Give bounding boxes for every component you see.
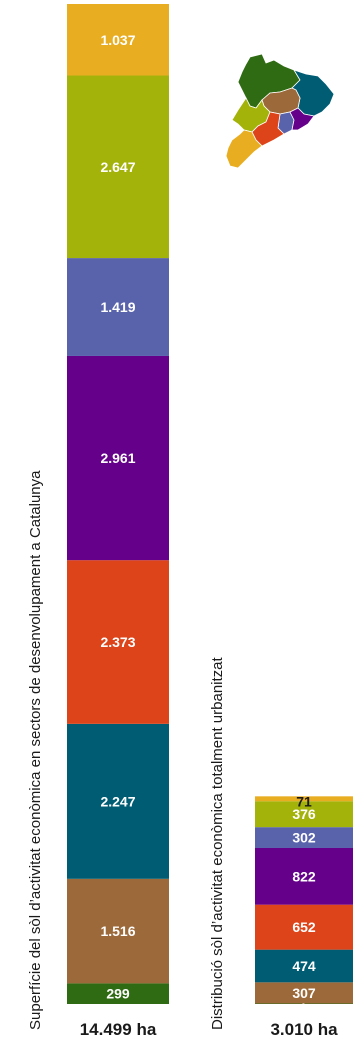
bar-1-segment-7: [67, 4, 169, 76]
bar-1-segment-4: [67, 355, 169, 561]
chart-1-total: 14.499 ha: [80, 1020, 157, 1039]
bar-2-segment-6: [255, 801, 353, 828]
bar-1-label-1: 1.516: [100, 923, 135, 939]
map-region-metropolita: [289, 107, 315, 131]
chart-1-title: Superfície del sòl d’activitat econòmica…: [27, 470, 44, 1030]
bar-1-label-4: 2.961: [100, 450, 135, 466]
bar-2-segment-7: [255, 796, 353, 802]
bar-1-label-5: 1.419: [100, 299, 135, 315]
bar-2-label-2: 474: [292, 958, 316, 974]
bar-1-label-6: 2.647: [100, 159, 135, 175]
bar-1-label-3: 2.373: [100, 634, 135, 650]
catalonia-map-icon: [225, 53, 335, 169]
bar-2-segment-4: [255, 847, 353, 905]
bar-2-label-1: 307: [292, 985, 316, 1001]
bar-2-label-6: 376: [292, 806, 316, 822]
bar-1-stack: 299 1.516 2.247 2.373 2.961 1.419 2.647 1.037: [67, 4, 169, 1004]
bar-1-segment-2: [67, 723, 169, 879]
bar-1-label-0: 299: [106, 986, 130, 1002]
bar-2-label-5: 302: [292, 830, 316, 846]
bar-1-segment-0: [67, 983, 169, 1004]
map-region-terres-ebre: [225, 129, 263, 169]
chart-2-title: Distribució sòl d’activitat econòmica to…: [209, 656, 226, 1030]
bar-1-label-2: 2.247: [100, 793, 135, 809]
bar-1-segment-1: [67, 878, 169, 984]
bar-1-segment-5: [67, 258, 169, 356]
bar-1-segment-3: [67, 560, 169, 724]
bar-2-label-3: 652: [292, 919, 316, 935]
bar-2-segment-5: [255, 827, 353, 848]
chart-2-total: 3.010 ha: [270, 1020, 338, 1039]
bar-1-segment-6: [67, 75, 169, 259]
bar-2-label-4: 822: [292, 868, 316, 884]
bar-2-segment-1: [255, 982, 353, 1004]
bar-2-segment-3: [255, 904, 353, 950]
bar-2-label-7: 71: [296, 793, 312, 809]
bar-2-segment-2: [255, 949, 353, 983]
bar-1-label-7: 1.037: [100, 32, 135, 48]
